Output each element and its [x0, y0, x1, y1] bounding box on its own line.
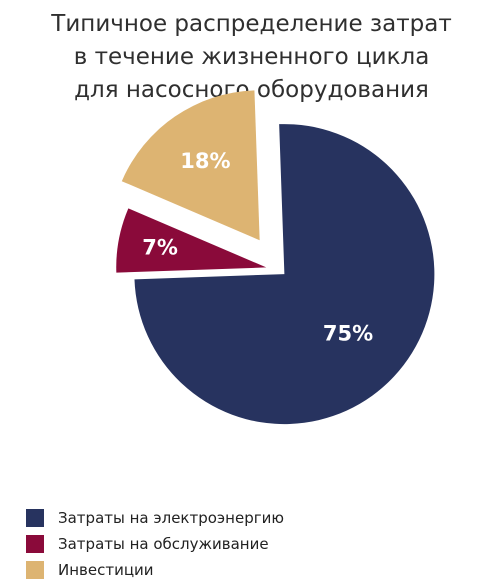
legend-label-electricity: Затраты на электроэнергию: [58, 509, 284, 527]
pie-label-electricity: 75%: [323, 321, 373, 345]
legend-item-investment: Инвестиции: [26, 557, 284, 583]
pie-label-maintenance: 7%: [142, 236, 178, 260]
pie-slice-maintenance: [116, 208, 267, 273]
chart-title-line-2: в течение жизненного цикла: [73, 44, 430, 70]
pie-slice-electricity: [134, 124, 435, 425]
legend-label-maintenance: Затраты на обслуживание: [58, 535, 269, 553]
pie-label-investment: 18%: [180, 149, 230, 173]
legend-item-maintenance: Затраты на обслуживание: [26, 531, 284, 557]
legend-label-investment: Инвестиции: [58, 561, 154, 579]
chart-legend: Затраты на электроэнергию Затраты на обс…: [26, 505, 284, 583]
legend-swatch-maintenance: [26, 535, 44, 553]
pie-slice-investment: [121, 90, 260, 241]
legend-swatch-electricity: [26, 509, 44, 527]
chart-title-line-1: Типичное распределение затрат: [51, 11, 452, 37]
chart-title: Типичное распределение затрат в течение …: [0, 8, 503, 107]
pie-chart: 75% 7% 18%: [116, 90, 435, 425]
legend-swatch-investment: [26, 561, 44, 579]
legend-item-electricity: Затраты на электроэнергию: [26, 505, 284, 531]
